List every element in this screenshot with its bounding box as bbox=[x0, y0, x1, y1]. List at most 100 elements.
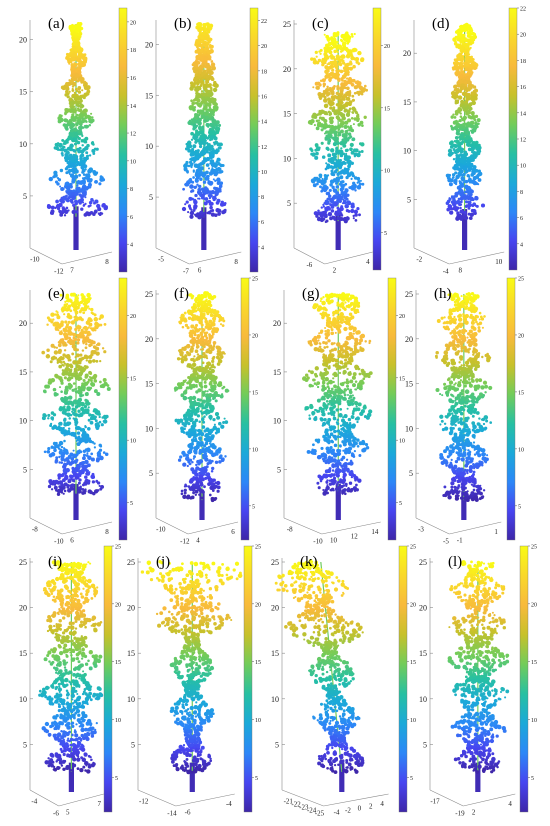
point-mark bbox=[106, 387, 111, 391]
point-mark bbox=[453, 88, 457, 92]
point-mark bbox=[338, 161, 343, 165]
point-mark bbox=[67, 305, 70, 309]
point-mark bbox=[459, 47, 464, 51]
point-mark bbox=[96, 412, 100, 416]
point-mark bbox=[333, 202, 338, 207]
point-mark bbox=[202, 150, 207, 156]
point-mark bbox=[58, 485, 61, 488]
point-mark bbox=[65, 90, 69, 94]
point-mark bbox=[340, 34, 345, 39]
point-mark bbox=[475, 182, 479, 186]
point-mark bbox=[448, 182, 453, 187]
point-mark bbox=[345, 216, 350, 221]
point-mark bbox=[86, 114, 91, 119]
point-mark bbox=[464, 104, 467, 107]
z-tick-label: 5 bbox=[149, 469, 153, 478]
point-mark bbox=[199, 177, 203, 181]
point-mark bbox=[203, 23, 206, 26]
colorbar-tick-label: 10 bbox=[261, 170, 267, 176]
point-mark bbox=[71, 195, 76, 201]
point-mark bbox=[210, 87, 213, 91]
point-mark bbox=[52, 355, 56, 359]
colorbar bbox=[249, 7, 259, 273]
point-mark bbox=[76, 450, 81, 455]
point-mark bbox=[350, 177, 353, 181]
point-mark bbox=[474, 126, 478, 130]
point-mark bbox=[199, 166, 204, 171]
point-mark bbox=[341, 59, 345, 63]
point-mark bbox=[214, 107, 217, 110]
point-mark bbox=[66, 53, 71, 58]
point-mark bbox=[339, 196, 343, 199]
point-mark bbox=[217, 123, 222, 127]
point-mark bbox=[206, 125, 210, 128]
point-mark bbox=[90, 457, 95, 462]
point-mark bbox=[81, 89, 84, 92]
point-mark bbox=[74, 199, 78, 204]
x-tick-label: -4 bbox=[443, 267, 449, 275]
point-mark bbox=[100, 423, 104, 427]
colorbar-tick-label: 10 bbox=[520, 164, 526, 170]
point-mark bbox=[82, 461, 85, 464]
z-tick-label: 5 bbox=[23, 465, 27, 474]
point-mark bbox=[310, 119, 315, 124]
point-mark bbox=[71, 148, 74, 151]
point-mark bbox=[58, 210, 63, 214]
point-mark bbox=[210, 162, 216, 168]
z-tick-label: 20 bbox=[19, 319, 27, 328]
point-mark bbox=[208, 493, 212, 497]
point-mark bbox=[318, 83, 322, 87]
point-mark bbox=[315, 144, 319, 148]
point-mark bbox=[467, 186, 470, 189]
point-mark bbox=[70, 117, 75, 122]
point-mark bbox=[467, 80, 472, 85]
point-mark bbox=[78, 478, 82, 482]
colorbar bbox=[508, 7, 518, 271]
point-mark bbox=[75, 28, 80, 33]
point-mark bbox=[45, 354, 51, 359]
point-mark bbox=[205, 74, 209, 78]
point-mark bbox=[79, 26, 84, 31]
point-mark bbox=[310, 148, 314, 153]
point-mark bbox=[72, 47, 75, 50]
point-mark bbox=[55, 346, 59, 349]
point-mark bbox=[207, 81, 210, 84]
point-mark bbox=[102, 451, 106, 454]
point-mark bbox=[73, 42, 76, 45]
point-mark bbox=[192, 82, 196, 87]
point-mark bbox=[462, 23, 467, 29]
point-mark bbox=[71, 410, 74, 413]
point-mark bbox=[473, 88, 479, 93]
point-mark bbox=[54, 313, 57, 316]
point-mark bbox=[84, 116, 88, 119]
point-mark bbox=[72, 105, 76, 109]
point-mark bbox=[49, 360, 53, 364]
point-mark bbox=[195, 129, 199, 133]
point-mark bbox=[195, 155, 199, 159]
point-mark bbox=[68, 406, 71, 410]
point-mark bbox=[81, 349, 85, 352]
point-mark bbox=[57, 476, 61, 480]
point-mark bbox=[339, 90, 343, 94]
point-mark bbox=[196, 47, 201, 53]
point-mark bbox=[311, 152, 316, 157]
point-mark bbox=[82, 192, 87, 196]
point-mark bbox=[187, 211, 190, 214]
y-axis-line bbox=[189, 251, 242, 265]
point-mark bbox=[453, 143, 458, 149]
point-mark bbox=[87, 204, 91, 208]
point-mark bbox=[344, 65, 348, 69]
point-mark bbox=[188, 160, 193, 165]
point-mark bbox=[95, 147, 99, 151]
point-mark bbox=[206, 137, 210, 140]
point-mark bbox=[462, 166, 467, 171]
point-mark bbox=[93, 317, 99, 322]
point-mark bbox=[88, 307, 91, 310]
point-mark bbox=[81, 160, 86, 165]
point-mark bbox=[341, 113, 346, 118]
point-mark bbox=[65, 362, 70, 368]
point-mark bbox=[53, 346, 56, 349]
point-mark bbox=[62, 353, 66, 357]
x-tick-label: -12 bbox=[54, 267, 64, 275]
point-mark bbox=[94, 326, 98, 330]
